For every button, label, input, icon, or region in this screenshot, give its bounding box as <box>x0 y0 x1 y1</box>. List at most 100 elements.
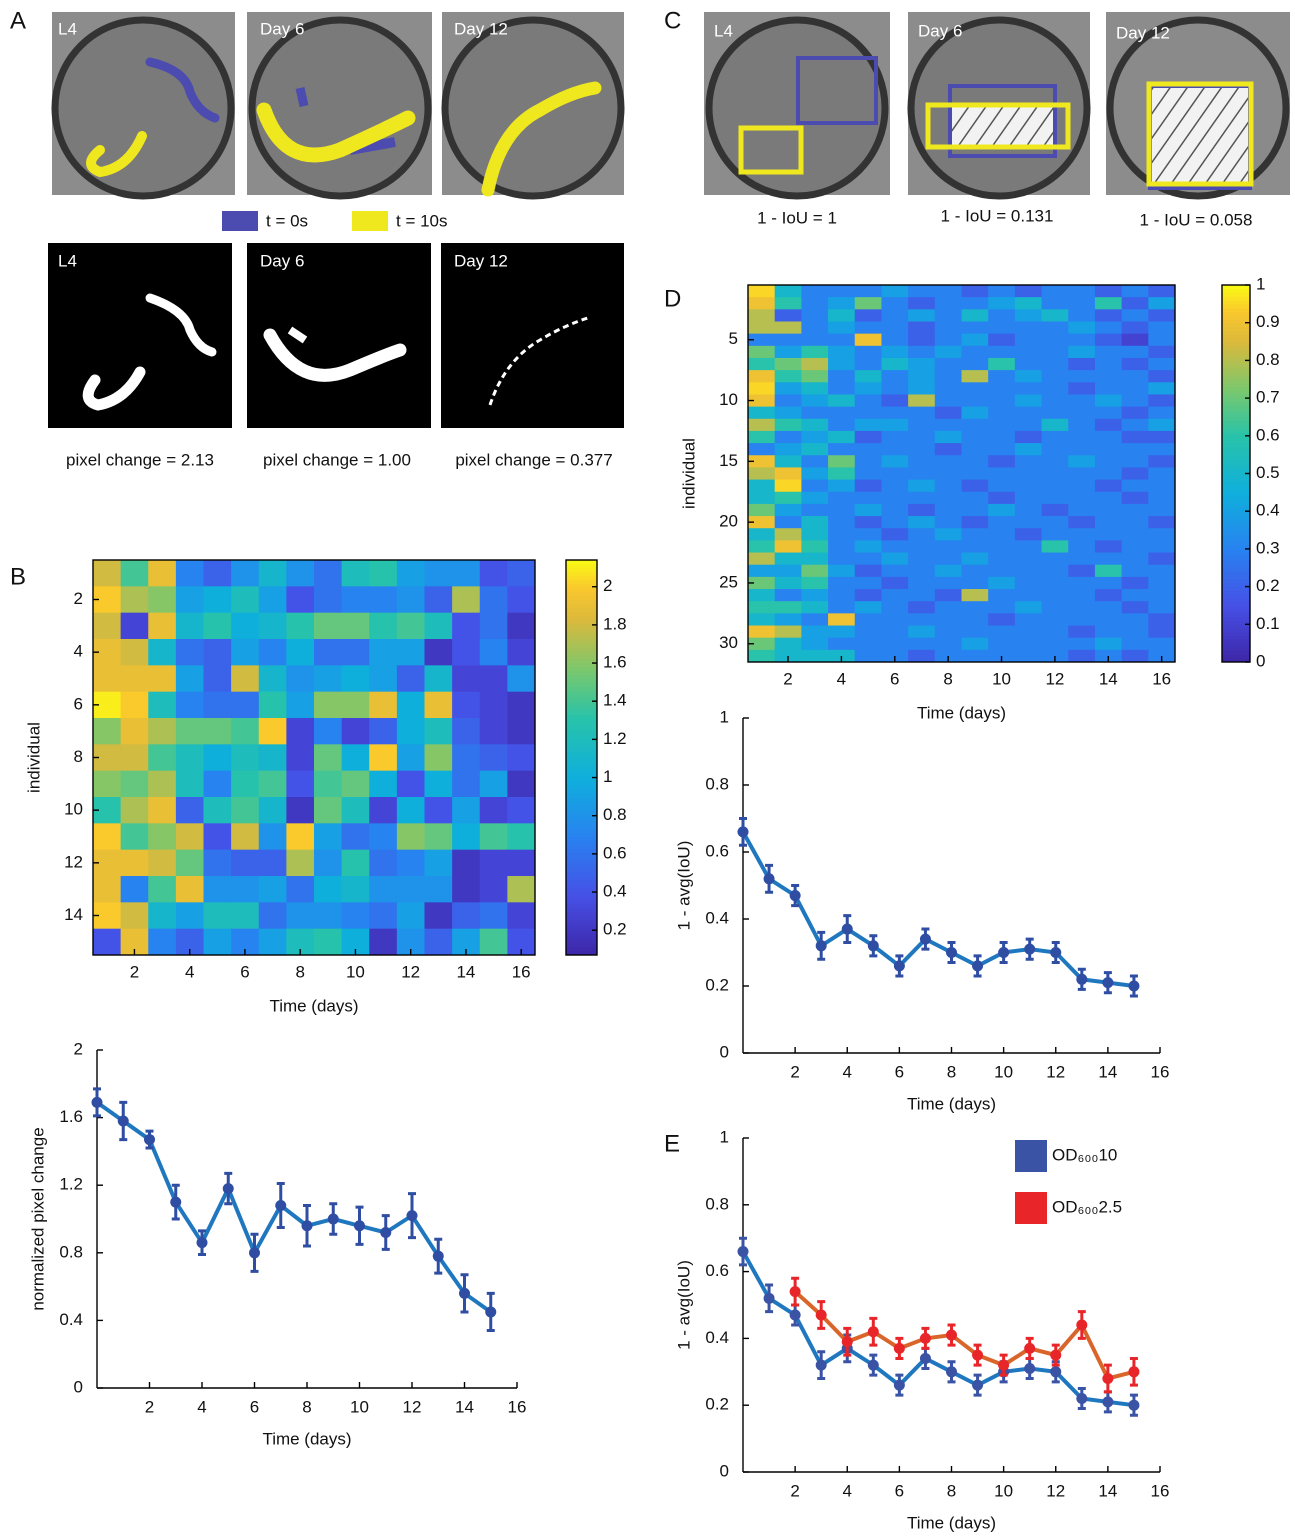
heat-cell <box>801 540 828 553</box>
heat-cell <box>1122 540 1149 553</box>
data-point <box>275 1200 286 1211</box>
heat-cell <box>855 297 882 310</box>
data-point <box>946 947 957 958</box>
colorbar-segment <box>566 785 597 789</box>
heat-cell <box>855 565 882 578</box>
heat-cell <box>1122 504 1149 517</box>
colorbar-segment <box>1222 617 1250 621</box>
data-point <box>1076 1393 1087 1404</box>
heat-cell <box>176 665 204 692</box>
heat-cell <box>962 480 989 493</box>
colorbar-segment <box>1222 428 1250 432</box>
heat-cell <box>1015 613 1042 626</box>
heat-cell <box>176 744 204 771</box>
heat-cell <box>1148 419 1175 432</box>
heat-cell <box>748 309 775 322</box>
heat-cell <box>425 929 453 956</box>
data-point <box>920 1353 931 1364</box>
colorbar-tick-label: 0 <box>1256 651 1265 670</box>
heat-cell <box>1042 601 1069 614</box>
heat-cell <box>259 665 287 692</box>
colorbar-segment <box>1222 647 1250 651</box>
x-tick-label: 8 <box>295 962 304 981</box>
heat-cell <box>176 797 204 824</box>
heat-cell <box>176 692 204 719</box>
colorbar-segment <box>566 931 597 935</box>
heat-cell <box>452 665 480 692</box>
heat-cell <box>801 650 828 663</box>
heat-cell <box>1095 321 1122 334</box>
heat-cell <box>507 823 535 850</box>
heat-cell <box>962 516 989 529</box>
heat-cell <box>507 613 535 640</box>
heat-cell <box>342 639 370 666</box>
heat-cell <box>397 797 425 824</box>
colorbar-segment <box>1222 338 1250 342</box>
colorbar-segment <box>1222 598 1250 602</box>
heat-cell <box>881 370 908 383</box>
panel-letter: E <box>664 1130 680 1157</box>
heat-cell <box>204 929 232 956</box>
y-tick-label: 5 <box>729 329 738 348</box>
y-axis-label: 1 - avg(IoU) <box>674 841 693 931</box>
heat-cell <box>1068 650 1095 663</box>
heat-cell <box>259 718 287 745</box>
heat-cell <box>1095 467 1122 480</box>
heat-cell <box>935 285 962 298</box>
heat-cell <box>748 346 775 359</box>
legend-label: t = 10s <box>396 211 448 230</box>
legend-label: OD₆₀₀2.5 <box>1052 1197 1122 1216</box>
heat-cell <box>962 370 989 383</box>
colorbar-tick-label: 0.2 <box>1256 576 1280 595</box>
heat-cell <box>1095 504 1122 517</box>
heat-cell <box>828 565 855 578</box>
heat-cell <box>908 492 935 505</box>
heat-cell <box>748 480 775 493</box>
colorbar-segment <box>1222 308 1250 312</box>
colorbar-segment <box>566 722 597 726</box>
heat-cell <box>425 797 453 824</box>
heat-cell <box>855 504 882 517</box>
heat-cell <box>935 516 962 529</box>
heat-cell <box>1122 285 1149 298</box>
y-axis-label: normalized pixel change <box>28 1127 47 1310</box>
heat-cell <box>148 876 176 903</box>
heat-cell <box>881 407 908 420</box>
colorbar-segment <box>566 754 597 758</box>
x-tick-label: 10 <box>994 1481 1013 1500</box>
heat-cell <box>748 565 775 578</box>
colorbar-segment <box>566 564 597 568</box>
x-tick-label: 6 <box>250 1397 259 1416</box>
colorbar-segment <box>566 647 597 651</box>
colorbar-segment <box>1222 368 1250 372</box>
data-point <box>894 1380 905 1391</box>
heat-cell <box>231 586 259 613</box>
heat-cell <box>93 929 121 956</box>
heat-cell <box>855 626 882 639</box>
heat-cell <box>1122 297 1149 310</box>
heat-cell <box>1095 346 1122 359</box>
heat-cell <box>1095 419 1122 432</box>
heat-cell <box>1148 638 1175 651</box>
heat-cell <box>93 876 121 903</box>
colorbar-segment <box>566 864 597 868</box>
heat-cell <box>855 492 882 505</box>
heat-cell <box>1148 553 1175 566</box>
heat-cell <box>1015 626 1042 639</box>
heat-cell <box>452 771 480 798</box>
heat-cell <box>828 431 855 444</box>
colorbar-segment <box>1222 485 1250 489</box>
y-axis-label: individual <box>679 438 698 509</box>
heat-cell <box>881 443 908 456</box>
data-point <box>485 1306 496 1317</box>
heat-cell <box>801 467 828 480</box>
caption: 1 - IoU = 0.131 <box>941 206 1054 225</box>
heat-cell <box>1042 638 1069 651</box>
heat-cell <box>286 876 314 903</box>
colorbar-segment <box>566 900 597 904</box>
x-tick-label: 10 <box>994 1062 1013 1081</box>
data-point <box>1102 1396 1113 1407</box>
heat-cell <box>775 553 802 566</box>
heat-cell <box>397 876 425 903</box>
heat-cell <box>775 589 802 602</box>
